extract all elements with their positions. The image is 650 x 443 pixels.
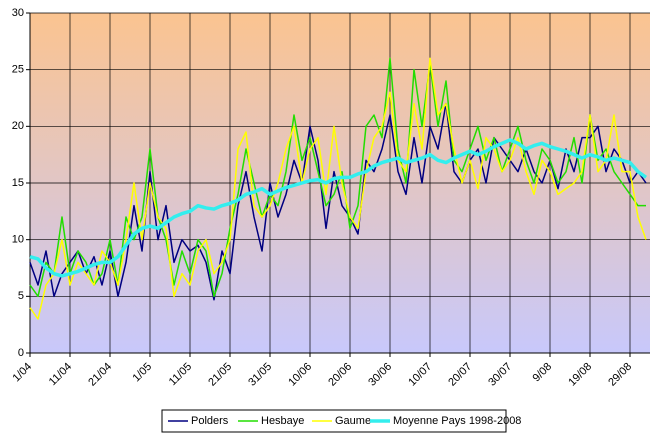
x-tick-label: 19/08: [566, 361, 594, 389]
x-tick-label: 30/06: [366, 361, 394, 389]
y-tick-label: 0: [18, 347, 24, 359]
series-line: [29, 138, 648, 278]
y-tick-label: 25: [12, 64, 24, 76]
legend: [161, 409, 507, 433]
x-tick-label: 1/05: [131, 361, 155, 385]
x-tick-label: 20/07: [446, 361, 474, 389]
x-tick-label: 9/08: [531, 361, 555, 385]
x-tick-label: 21/05: [206, 361, 234, 389]
y-tick-label: 10: [12, 234, 24, 246]
x-tick-label: 1/04: [11, 361, 35, 385]
x-tick-label: 11/04: [47, 361, 74, 388]
x-tick-label: 10/06: [286, 361, 314, 389]
legend-label: Moyenne Pays 1998-2008: [393, 415, 521, 427]
x-tick-label: 20/06: [326, 361, 354, 389]
x-tick-label: 11/05: [167, 361, 194, 388]
x-tick-label: 10/07: [406, 361, 434, 389]
x-tick-label: 30/07: [486, 361, 514, 389]
series-line: [29, 102, 647, 301]
y-tick-label: 15: [12, 177, 24, 189]
series-line: [29, 57, 647, 320]
legend-label: Gaume: [335, 415, 371, 427]
y-tick-label: 30: [12, 7, 24, 19]
x-tick-label: 31/05: [246, 361, 274, 389]
legend-label: Hesbaye: [261, 415, 304, 427]
y-tick-label: 5: [18, 290, 24, 302]
x-tick-label: 21/04: [86, 361, 114, 389]
y-tick-label: 20: [12, 120, 24, 132]
legend-label: Polders: [191, 415, 229, 427]
x-tick-label: 29/08: [606, 361, 634, 389]
